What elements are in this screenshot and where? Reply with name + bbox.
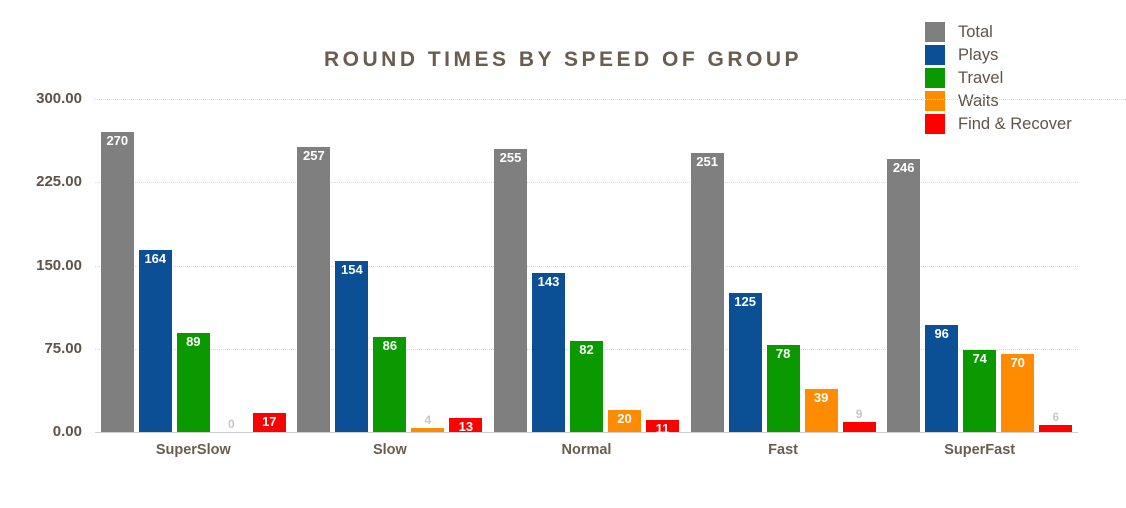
bar-value-label: 270 — [106, 133, 129, 148]
bar-waits-slow: 4 — [411, 414, 445, 432]
x-axis-category-label: Slow — [372, 442, 407, 458]
gridline — [95, 266, 1078, 267]
legend-swatch-total — [925, 22, 945, 42]
legend-item-plays: Plays — [925, 45, 1072, 65]
bar-waits-superfast: 70 — [1001, 354, 1035, 432]
bar-value-label: 70 — [1010, 355, 1025, 370]
legend-item-total: Total — [925, 22, 1072, 42]
y-axis-tick-label: 75.00 — [44, 339, 82, 357]
bar-plays-superfast: 96 — [925, 325, 959, 432]
bar-total-slow: 257 — [297, 147, 331, 432]
bar-find-recover-fast: 9 — [842, 408, 876, 432]
bar-total-superfast: 246 — [887, 159, 921, 432]
bar-value-label: 0 — [227, 417, 235, 431]
bar-value-label: 96 — [934, 326, 949, 341]
bar-value-label: 257 — [303, 148, 325, 163]
legend-item-find-recover: Find & Recover — [925, 114, 1072, 134]
y-axis-tick-label: 225.00 — [36, 173, 82, 191]
bar-value-label: 78 — [775, 346, 791, 361]
legend-label: Total — [958, 22, 993, 41]
bar-waits-normal: 20 — [607, 410, 641, 432]
bar-value-label: 20 — [617, 411, 632, 426]
bar-plays-superslow: 164 — [138, 250, 172, 432]
bar-total-superslow: 270 — [100, 132, 134, 432]
legend-item-waits: Waits — [925, 91, 1072, 111]
bar-value-label: 9 — [855, 407, 863, 421]
bar-find-recover-superfast: 6 — [1039, 411, 1073, 432]
bar-plays-slow: 154 — [335, 261, 369, 432]
x-axis-category-label: Fast — [768, 442, 798, 458]
bar-group-slow: 257 154 86 4 13 — [292, 99, 489, 434]
legend-label: Waits — [958, 91, 999, 110]
bar-value-label: 164 — [144, 251, 167, 266]
bar-value-label: 6 — [1052, 410, 1060, 424]
bar-value-label: 246 — [892, 160, 915, 175]
bar-value-label: 82 — [579, 342, 594, 357]
bar-value-label: 11 — [655, 421, 670, 436]
x-axis-category-label: SuperFast — [944, 442, 1016, 458]
legend-swatch-travel — [925, 68, 945, 88]
legend-swatch-plays — [925, 45, 945, 65]
bar-group-superslow: 270 164 89 0 17 — [95, 99, 292, 432]
bar-travel-superslow: 89 — [176, 333, 210, 432]
bar-value-label: 74 — [972, 351, 987, 366]
bar-plays-normal: 143 — [531, 273, 565, 432]
bar-value-label: 39 — [813, 390, 829, 405]
bar-travel-superfast: 74 — [963, 350, 997, 432]
bar-value-label: 13 — [458, 419, 474, 434]
bar-value-label: 143 — [537, 274, 560, 289]
bar-value-label: 251 — [696, 154, 718, 169]
bar-group-normal: 255 143 82 20 11 — [488, 99, 685, 436]
bar-find-recover-normal: 11 — [645, 420, 679, 436]
x-axis-category-label: SuperSlow — [155, 442, 231, 458]
y-axis-tick-label: 300.00 — [36, 90, 82, 107]
legend-item-travel: Travel — [925, 68, 1072, 88]
gridline — [95, 99, 1126, 100]
y-axis-tick-label: 150.00 — [36, 256, 82, 274]
legend: Total Plays Travel Waits Find & Recover — [925, 22, 1072, 137]
bar-total-fast: 251 — [690, 153, 724, 432]
chart-title: ROUND TIMES BY SPEED OF GROUP — [324, 48, 802, 71]
bar-waits-fast: 39 — [804, 389, 838, 432]
legend-swatch-find-recover — [925, 114, 945, 134]
bar-value-label: 125 — [734, 294, 756, 309]
bar-value-label: 17 — [262, 414, 277, 429]
bar-value-label: 255 — [499, 150, 522, 165]
bar-plays-fast: 125 — [728, 293, 762, 432]
bar-value-label: 86 — [382, 338, 398, 353]
bar-group-fast: 251 125 78 39 9 — [685, 99, 882, 432]
bar-find-recover-superslow: 17 — [252, 413, 286, 432]
gridline — [95, 182, 1078, 183]
bar-value-label: 89 — [186, 334, 201, 349]
bar-group-superfast: 246 96 74 70 6 — [881, 99, 1078, 432]
x-axis-line — [95, 432, 1078, 433]
bar-total-normal: 255 — [493, 149, 527, 432]
legend-swatch-waits — [925, 91, 945, 111]
legend-label: Plays — [958, 45, 999, 64]
bar-travel-slow: 86 — [373, 337, 407, 432]
legend-label: Find & Recover — [958, 114, 1072, 133]
legend-label: Travel — [958, 68, 1004, 87]
bar-value-label: 4 — [424, 413, 432, 427]
bar-find-recover-slow: 13 — [449, 418, 483, 434]
y-axis-tick-label: 0.00 — [52, 423, 82, 440]
bar-value-label: 154 — [341, 262, 363, 277]
x-axis-category-label: Normal — [561, 442, 612, 458]
bar-travel-fast: 78 — [766, 345, 800, 432]
bar-travel-normal: 82 — [569, 341, 603, 432]
